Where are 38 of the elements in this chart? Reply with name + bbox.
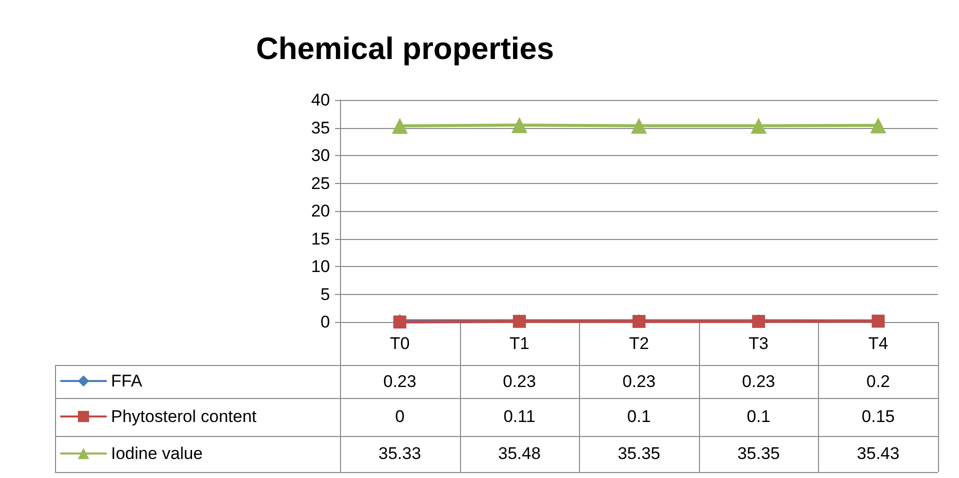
point	[870, 117, 886, 134]
x-tick-label: T0	[390, 334, 410, 353]
data-label: 0.1	[746, 406, 772, 428]
x-tick-label: T1	[509, 334, 530, 353]
x-tick-label: T2	[629, 334, 649, 353]
x-tick-label: T3	[748, 334, 769, 353]
data-label: 0	[394, 406, 406, 428]
data-label: 35.48	[497, 443, 542, 465]
data-label: 35.35	[736, 443, 781, 465]
data-label: 0.23	[382, 370, 418, 392]
y-tick-label: 0	[320, 312, 330, 332]
data-label: 0.11	[502, 406, 536, 428]
data-label: 35.33	[378, 443, 422, 465]
y-tick-label: 15	[311, 229, 330, 248]
x-tick-label: T4	[868, 334, 888, 353]
point	[392, 118, 408, 134]
y-tick-label: 5	[320, 284, 330, 304]
legend-label: Phytosterol content	[111, 407, 257, 426]
data-label: 35.35	[616, 443, 662, 465]
y-tick-label: 25	[311, 174, 330, 193]
legend-label: Iodine value	[111, 444, 203, 463]
data-label: 35.43	[856, 443, 900, 465]
y-tick-label: 10	[311, 257, 330, 276]
chart-title: Chemical properties	[256, 31, 554, 66]
data-label: 0.23	[621, 370, 657, 392]
data-label: 0.2	[865, 370, 891, 392]
data-label: 0.23	[502, 370, 537, 392]
y-tick-label: 20	[311, 202, 330, 220]
y-tick-label: 35	[311, 118, 330, 138]
y-tick-label: 40	[311, 90, 330, 110]
data-label: 0.23	[741, 370, 776, 392]
point	[750, 118, 767, 134]
point	[631, 118, 647, 134]
data-label: 0.15	[860, 406, 896, 428]
legend-label: FFA	[111, 372, 143, 390]
point	[511, 117, 528, 134]
data-label: 0.1	[626, 406, 652, 428]
y-tick-label: 30	[311, 146, 330, 165]
